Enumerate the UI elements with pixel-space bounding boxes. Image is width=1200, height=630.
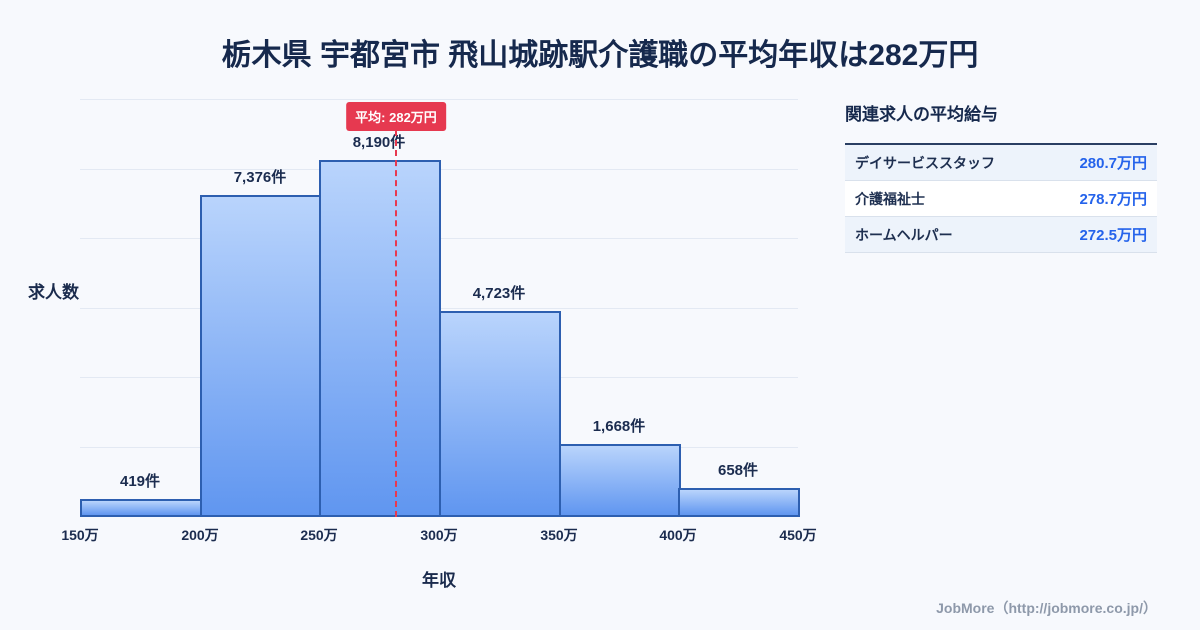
x-axis-label: 年収: [422, 571, 456, 590]
average-badge: 平均: 282万円: [346, 102, 446, 131]
histogram-plot: 419件 7,376件 8,190件 4,723件 1,668件 658件 150万 200万…: [61, 99, 817, 543]
job-name: デイサービススタッフ: [855, 154, 995, 171]
bar-value-label: 8,190件: [352, 134, 406, 151]
table-row: 介護福祉士 278.7万円: [845, 181, 1157, 217]
table-row: ホームヘルパー 272.5万円: [845, 217, 1157, 253]
job-salary: 278.7万円: [1079, 191, 1147, 208]
job-name: ホームヘルパー: [855, 226, 953, 243]
histogram-bar: [80, 499, 202, 517]
bar-value-label: 4,723件: [472, 285, 526, 302]
x-tick-label: 450万: [779, 527, 817, 543]
table-row: デイサービススタッフ 280.7万円: [845, 145, 1157, 181]
related-jobs-table: デイサービススタッフ 280.7万円介護福祉士 278.7万円ホームヘルパー 272.…: [845, 143, 1157, 253]
x-tick-label: 350万: [540, 527, 578, 543]
y-axis-label: 求人数: [28, 283, 79, 302]
x-tick-label: 400万: [659, 527, 697, 543]
related-jobs-heading: 関連求人の平均給与: [845, 105, 998, 124]
histogram-bar: [319, 160, 441, 517]
job-salary: 272.5万円: [1079, 227, 1147, 244]
histogram-bar: [439, 311, 561, 517]
footer-credit: JobMore（http://jobmore.co.jp/）: [936, 600, 1157, 616]
bar-value-label: 1,668件: [592, 418, 646, 435]
histogram-bar: [678, 488, 800, 517]
job-salary: 280.7万円: [1079, 155, 1147, 172]
histogram-bar: [200, 195, 322, 517]
related-jobs-panel: 関連求人の平均給与 デイサービススタッフ 280.7万円介護福祉士 278.7万円ホ…: [845, 100, 1157, 253]
bar-value-label: 419件: [119, 473, 161, 490]
x-tick-label: 300万: [420, 527, 458, 543]
x-tick-label: 200万: [181, 527, 219, 543]
bar-value-label: 658件: [717, 462, 759, 479]
gridline: [80, 99, 798, 100]
x-tick-label: 250万: [300, 527, 338, 543]
x-tick-label: 150万: [61, 527, 99, 543]
bar-value-label: 7,376件: [233, 169, 287, 186]
job-name: 介護福祉士: [855, 190, 925, 207]
page-title: 栃木県 宇都宮市 飛山城跡駅介護職の平均年収は282万円: [221, 39, 979, 72]
histogram-bar: [559, 444, 681, 517]
average-line: [395, 130, 397, 517]
